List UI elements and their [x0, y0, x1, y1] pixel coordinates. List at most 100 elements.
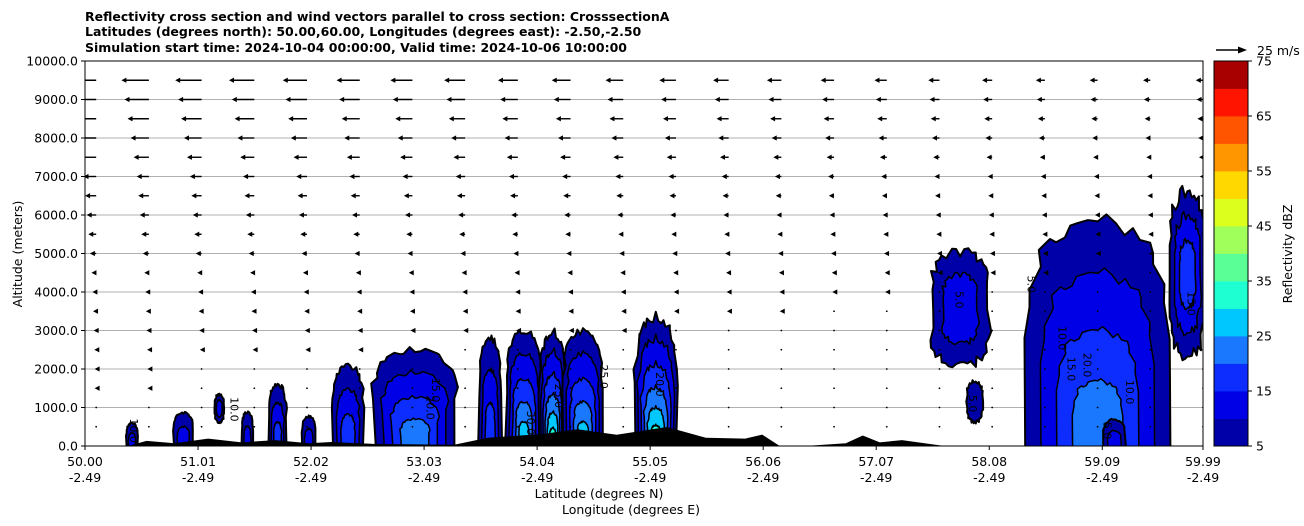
wind-vector — [984, 116, 993, 122]
wind-vector — [1145, 135, 1151, 141]
wind-vector — [565, 231, 571, 237]
wind-vector — [1043, 348, 1046, 351]
wind-vector — [936, 231, 942, 237]
wind-vector — [617, 212, 624, 218]
wind-vector — [144, 270, 150, 276]
wind-vector — [253, 425, 256, 428]
wind-head — [336, 77, 342, 83]
wind-head — [930, 116, 936, 122]
wind-head — [722, 193, 728, 199]
wind-head — [247, 231, 253, 237]
wind-head — [620, 270, 626, 276]
wind-vector — [1041, 212, 1047, 218]
wind-head — [500, 96, 506, 103]
wind-vector — [403, 193, 413, 199]
wind-head — [661, 96, 667, 103]
wind-vector — [779, 289, 785, 295]
wind-vector — [1043, 329, 1046, 332]
wind-head — [713, 77, 719, 83]
wind-vector — [879, 154, 887, 160]
wind-vector — [778, 250, 784, 257]
wind-vector — [146, 327, 152, 334]
wind-vector — [1200, 194, 1203, 198]
wind-vector — [1094, 193, 1100, 199]
wind-vector — [237, 135, 255, 141]
wind-head — [669, 193, 675, 199]
wind-vector — [94, 366, 100, 372]
wind-vector — [1096, 310, 1099, 313]
wind-head — [251, 308, 257, 314]
wind-vector — [568, 289, 574, 295]
wind-head — [1200, 213, 1203, 217]
wind-head — [444, 77, 450, 83]
wind-head — [130, 135, 136, 141]
wind-vector — [453, 154, 466, 160]
colorbar-segment — [1214, 308, 1248, 337]
colorbar-tick-label: 15 — [1256, 384, 1272, 399]
wind-vector — [727, 329, 730, 332]
wind-head — [353, 231, 359, 237]
wind-head — [506, 154, 512, 160]
wind-vector — [774, 173, 782, 180]
wind-head — [726, 270, 732, 276]
wind-vector — [516, 348, 519, 351]
wind-vector — [622, 425, 625, 428]
contour-level — [176, 425, 190, 446]
wind-vector — [1091, 116, 1098, 122]
x-tick-label-lat: 58.08 — [971, 454, 1007, 469]
wind-head — [1143, 96, 1149, 103]
wind-vector — [231, 96, 255, 103]
wind-head — [402, 173, 408, 180]
wind-vector — [139, 212, 149, 218]
wind-head — [881, 193, 887, 199]
wind-head — [929, 96, 935, 103]
x-tick-label-lat: 55.05 — [632, 454, 668, 469]
wind-vector — [1096, 271, 1099, 274]
wind-head — [195, 250, 201, 257]
wind-head — [189, 173, 195, 180]
wind-head — [147, 366, 153, 372]
chart-title: Reflectivity cross section and wind vect… — [85, 9, 670, 55]
wind-head — [771, 135, 777, 141]
contour-level — [243, 425, 252, 446]
wind-vector — [147, 366, 153, 372]
wind-vector — [830, 231, 836, 237]
wind-vector — [85, 98, 97, 101]
wind-head — [779, 289, 785, 295]
wind-vector — [253, 387, 256, 390]
wind-vector — [141, 231, 149, 237]
contour-label: 30.0 — [524, 411, 537, 436]
wind-vector — [936, 250, 942, 257]
wind-head — [882, 212, 888, 218]
wind-head — [985, 135, 991, 141]
wind-vector — [833, 425, 835, 428]
wind-vector — [94, 347, 100, 353]
wind-vector — [192, 212, 202, 218]
wind-vector — [497, 77, 518, 83]
wind-vector — [350, 193, 360, 199]
contour-label: 10.0 — [1056, 326, 1069, 351]
wind-head — [142, 250, 148, 257]
wind-head — [1148, 250, 1154, 257]
terrain-fill — [129, 426, 942, 446]
wind-vector — [982, 77, 993, 83]
wind-head — [1145, 135, 1151, 141]
wind-vector — [675, 387, 677, 390]
wind-head — [883, 231, 889, 237]
wind-head — [409, 308, 415, 314]
x-tick-label-lat: 59.09 — [1084, 454, 1120, 469]
wind-head — [94, 385, 100, 391]
wind-head — [567, 270, 573, 276]
wind-head — [826, 154, 832, 160]
colorbar-frame — [1213, 60, 1249, 447]
wind-vector — [615, 173, 624, 180]
wind-vector — [94, 385, 100, 391]
colorbar-segment — [1214, 418, 1248, 447]
wind-head — [144, 270, 150, 276]
wind-vector — [766, 77, 782, 83]
wind-head — [145, 289, 151, 295]
wind-head — [566, 250, 572, 257]
wind-head — [778, 250, 784, 257]
wind-vector — [991, 368, 994, 370]
